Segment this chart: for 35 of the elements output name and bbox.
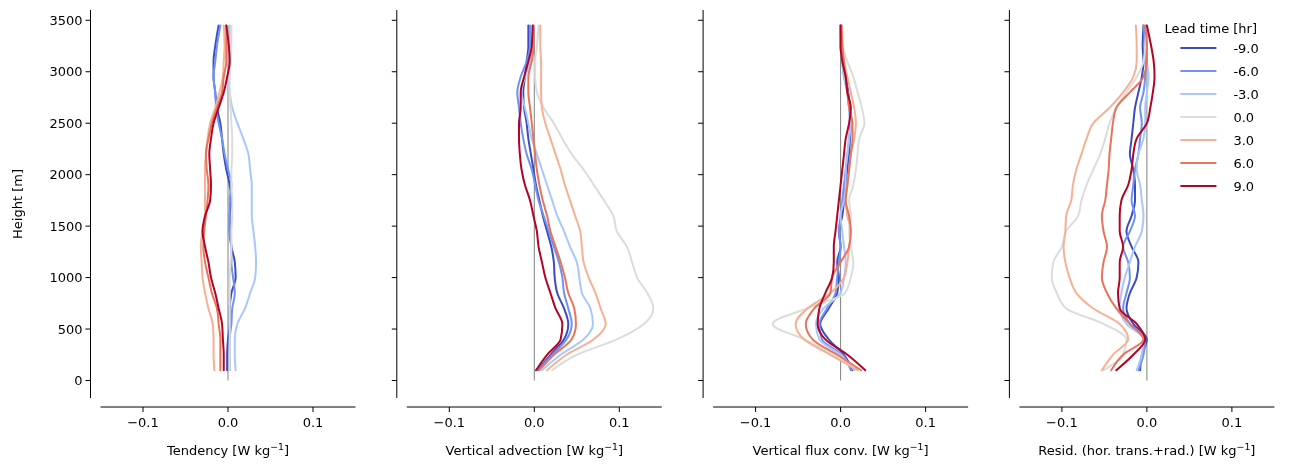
- legend-title: Lead time [hr]: [1164, 21, 1257, 36]
- line-series: [227, 24, 258, 372]
- x-tick-label: 0.1: [302, 415, 324, 430]
- y-tick-label: 3000: [49, 64, 83, 80]
- legend-label: 0.0: [1233, 109, 1255, 125]
- x-axis-title: Tendency [W kg$^{−1}$]: [165, 440, 290, 458]
- legend-label: -9.0: [1233, 40, 1259, 56]
- y-axis-title: Height [m]: [10, 169, 25, 239]
- y-tick-label: 2000: [49, 167, 83, 183]
- x-tick-label: 0.0: [523, 415, 545, 430]
- y-tick-label: 1500: [49, 218, 83, 234]
- x-axis-title: Vertical flux conv. [W kg$^{−1}$]: [752, 440, 929, 458]
- y-tick-label: 3500: [49, 12, 83, 28]
- y-tick-label: 0: [74, 373, 83, 389]
- x-tick-label: 0.1: [1221, 415, 1243, 430]
- x-tick-label: 0.0: [830, 415, 851, 430]
- x-tick-label: −0.1: [739, 415, 772, 430]
- x-axis-title: Vertical advection [W kg$^{−1}$]: [445, 440, 624, 458]
- x-tick-label: −0.1: [127, 415, 159, 430]
- x-tick-label: 0.0: [1136, 415, 1158, 430]
- legend-label: 6.0: [1233, 155, 1255, 171]
- y-tick-label: 1000: [49, 270, 83, 286]
- x-tick-label: 0.1: [608, 415, 630, 430]
- y-tick-label: 2500: [49, 115, 83, 131]
- y-tick-label: 500: [57, 321, 83, 337]
- legend-label: -6.0: [1233, 63, 1259, 79]
- line-series: [228, 24, 234, 372]
- x-tick-label: −0.1: [433, 415, 466, 430]
- x-tick-label: 0.1: [915, 415, 936, 430]
- legend-label: 9.0: [1233, 178, 1255, 194]
- x-axis-title: Resid. (hor. trans.+rad.) [W kg$^{−1}$]: [1038, 440, 1256, 458]
- legend-label: -3.0: [1233, 86, 1259, 102]
- legend-label: 3.0: [1233, 132, 1255, 148]
- x-tick-label: −0.1: [1046, 415, 1078, 430]
- x-tick-label: 0.0: [217, 415, 239, 430]
